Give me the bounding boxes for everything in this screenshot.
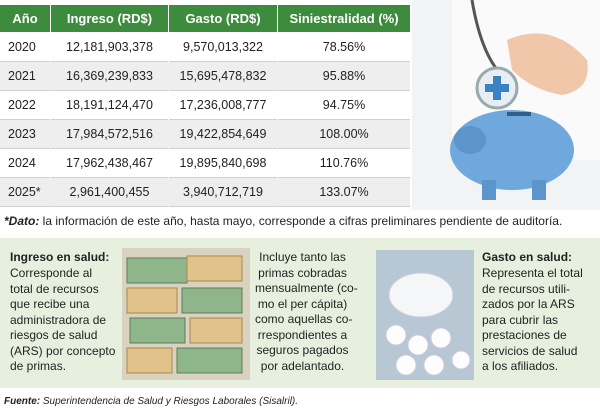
table-cell: 2022 (0, 91, 50, 120)
illustration (412, 0, 600, 210)
table-cell: 17,962,438,467 (51, 149, 168, 178)
note-label: *Dato: (4, 214, 40, 228)
source-label: Fuente: (4, 396, 41, 407)
table-cell: 94.75% (278, 91, 410, 120)
table-cell: 2020 (0, 33, 50, 62)
header-cell: Siniestralidad (%) (278, 5, 410, 32)
table-cell: 18,191,124,470 (51, 91, 168, 120)
box-line: administradora de (10, 312, 107, 327)
box-line: prestaciones de (482, 328, 567, 342)
table-cell: 19,422,854,649 (169, 120, 277, 149)
box-line: mensualmente (co- (255, 281, 358, 295)
note: *Dato: la información de este año, hasta… (4, 214, 562, 228)
box-line: Incluye tanto las (259, 250, 346, 264)
row-bg (0, 178, 410, 207)
table-cell: 95.88% (278, 62, 410, 91)
box-line: Representa el total (482, 266, 583, 280)
box-line: (ARS) por concepto (10, 343, 116, 358)
table-cell: 17,236,008,777 (169, 91, 277, 120)
box-line: riesgos de salud (10, 328, 98, 342)
table-cell: 133.07% (278, 178, 410, 207)
table-cell: 19,895,840,698 (169, 149, 277, 178)
header-cell: Gasto (RD$) (169, 5, 277, 32)
table-cell: 2,961,400,455 (51, 178, 168, 207)
box-line: seguros pagados (256, 343, 349, 357)
box-line: mo el per cápita) (257, 296, 348, 311)
table-cell: 3,940,712,719 (169, 178, 277, 207)
box-line: servicios de salud (482, 343, 578, 358)
header-cell: Año (0, 5, 50, 32)
money-image (122, 248, 250, 380)
table-cell: 2024 (0, 149, 50, 178)
header-cell: Ingreso (RD$) (51, 5, 168, 32)
row-bg (0, 120, 410, 149)
table-cell: 16,369,239,833 (51, 62, 168, 91)
table-cell: 78.56% (278, 33, 410, 62)
note-text: la información de este año, hasta mayo, … (39, 214, 563, 228)
box-line: Corresponde al (10, 266, 93, 280)
box-line: de primas. (10, 359, 67, 373)
box-line: para cubrir las (482, 312, 559, 327)
table-cell: 108.00% (278, 120, 410, 149)
box-line: total de recursos (10, 281, 99, 296)
source: Fuente: Superintendencia de Salud y Ries… (4, 396, 298, 407)
box-title: Gasto en salud: (482, 250, 573, 264)
box-line: zados por la ARS (482, 297, 575, 311)
table-cell: 17,984,572,516 (51, 120, 168, 149)
source-text: Superintendencia de Salud y Riesgos Labo… (40, 396, 299, 407)
box-line: rrespondientes a (257, 327, 348, 342)
row-bg (0, 149, 410, 178)
table-cell: 9,570,013,322 (169, 33, 277, 62)
table-cell: 15,695,478,832 (169, 62, 277, 91)
table-cell: 2021 (0, 62, 50, 91)
box-line: a los afiliados. (482, 359, 559, 373)
box-line: por adelantado. (260, 358, 345, 373)
table-cell: 110.76% (278, 149, 410, 178)
box-line: de recursos utili- (482, 281, 571, 296)
row-bg (0, 33, 410, 62)
info-panel (0, 238, 600, 388)
table-cell: 2023 (0, 120, 50, 149)
table-cell: 2025* (0, 178, 50, 207)
box-line: que recibe una (10, 297, 90, 311)
box-title: Ingreso en salud: (10, 250, 110, 264)
box-line: primas cobradas (258, 265, 347, 280)
box-line: como aquellas co- (255, 312, 353, 326)
table-cell: 12,181,903,378 (51, 33, 168, 62)
row-bg (0, 91, 410, 120)
pills-image (376, 250, 474, 380)
row-bg (0, 62, 410, 91)
